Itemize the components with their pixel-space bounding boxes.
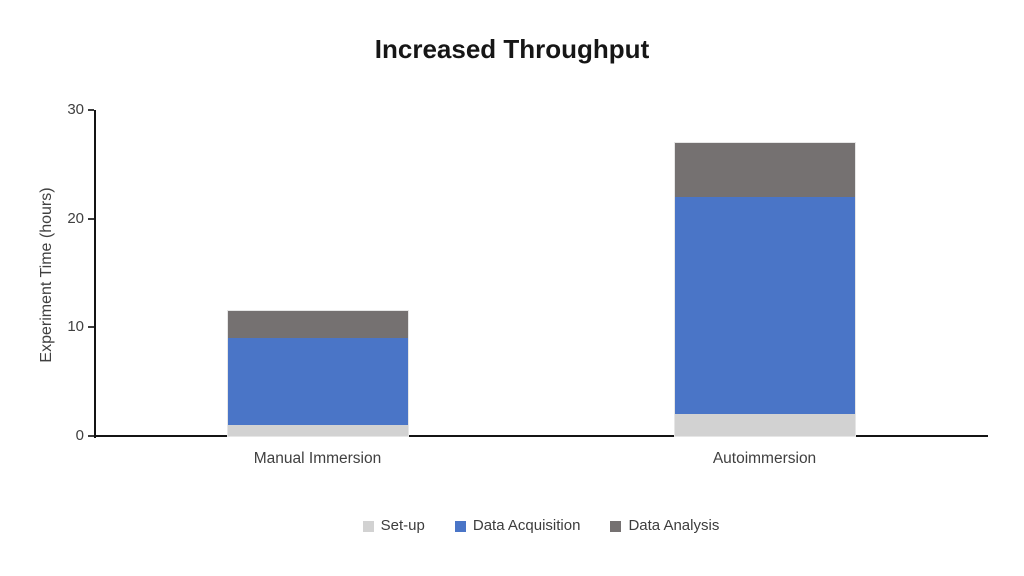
y-tick-label-30: 30 (67, 101, 84, 118)
bar-segment-autoimmersion-data-acquisition (674, 196, 855, 415)
x-axis-line (94, 435, 988, 437)
legend-label-data-acquisition: Data Acquisition (472, 517, 581, 534)
y-axis-line (94, 110, 96, 438)
legend-label-data-analysis: Data Analysis (628, 517, 720, 534)
legend-label-set-up: Set-up (380, 517, 425, 534)
y-tick-label-0: 0 (75, 427, 84, 444)
category-label-autoimmersion: Autoimmersion (712, 450, 817, 467)
y-tick-mark-20 (88, 217, 94, 220)
bar-segment-manual-immersion-set-up (227, 425, 408, 436)
bar-segment-autoimmersion-set-up (674, 414, 855, 436)
bar-manual-immersion (226, 310, 409, 437)
chart-title: Increased Throughput (374, 34, 650, 64)
legend-item-data-acquisition: Data Acquisition (454, 516, 581, 536)
y-tick-label-20: 20 (67, 209, 84, 227)
legend-item-data-analysis: Data Analysis (610, 516, 719, 536)
y-tick-mark-30 (88, 109, 94, 111)
bar-segment-autoimmersion-data-analysis (674, 142, 855, 197)
y-tick-mark-0 (88, 435, 94, 437)
bar-autoimmersion (673, 141, 856, 437)
category-label-manual-immersion: Manual Immersion (253, 450, 382, 467)
y-tick-mark-10 (88, 326, 94, 329)
y-tick-label-10: 10 (67, 318, 84, 336)
bar-segment-manual-immersion-data-analysis (227, 311, 408, 339)
legend-swatch-set-up (362, 520, 374, 532)
legend-swatch-data-acquisition (454, 520, 466, 532)
legend: Set-up Data Acquisition Data Analysis (94, 516, 988, 536)
legend-swatch-data-analysis (610, 520, 622, 532)
bar-segment-manual-immersion-data-acquisition (227, 338, 408, 426)
y-axis-title: Experiment Time (hours) (38, 187, 55, 363)
legend-item-set-up: Set-up (362, 516, 425, 536)
